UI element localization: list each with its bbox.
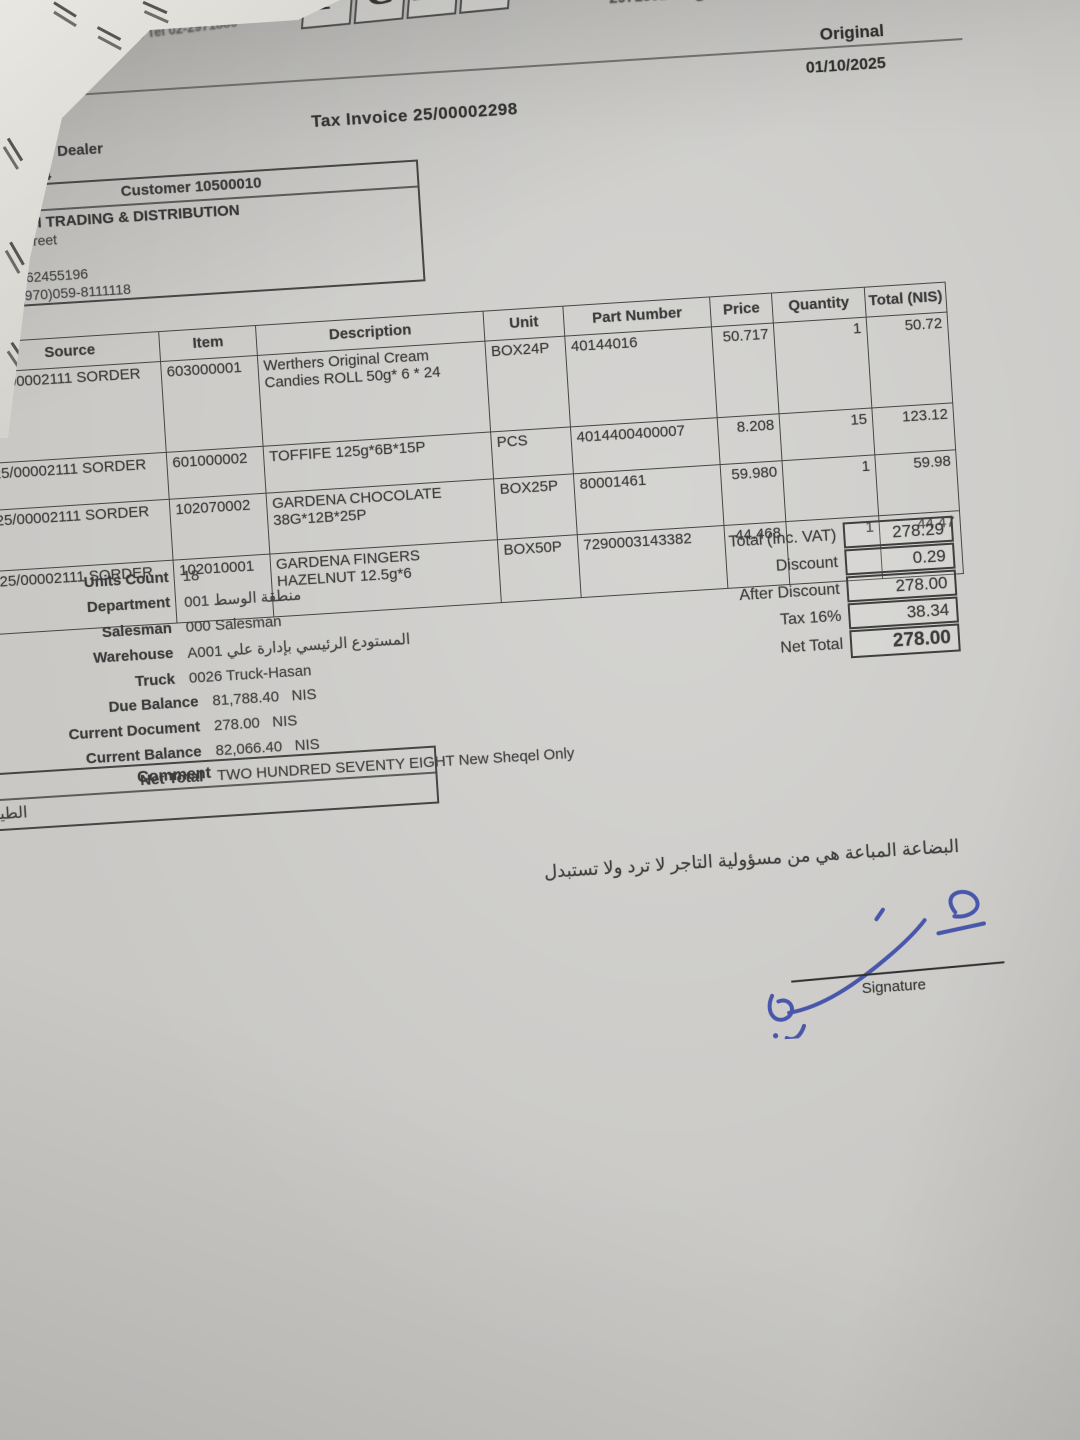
cell-total: 59.98 (874, 449, 960, 516)
page-edge-tick-marks (9, 241, 25, 266)
total-label: Tax 16% (779, 607, 842, 629)
cell-quantity: 15 (779, 407, 875, 461)
logo-letter-box: C (353, 0, 409, 25)
cell-item: 102070002 (169, 492, 270, 560)
summary-value: منطقة الوسط 001 (183, 586, 302, 612)
totals-block: Total (Inc. VAT) 278.29 Discount 0.29 Af… (473, 515, 961, 683)
summary-label: Department (86, 593, 171, 617)
cell-price: 59.980 (720, 460, 786, 526)
cell-price: 8.208 (717, 413, 782, 465)
copy-type-label: Original (819, 20, 885, 44)
handwritten-signature (767, 889, 986, 1041)
page-edge-tick-marks (142, 0, 168, 15)
logo-letter-box: M (406, 0, 462, 20)
balance-value: 278.00 NIS (213, 712, 298, 735)
summary-label: Warehouse (92, 644, 174, 667)
cell-description: Werthers Original Cream Candies ROLL 50g… (257, 340, 491, 447)
logo-letter: M (414, 0, 453, 11)
page-edge-tick-marks (6, 137, 24, 162)
company-arabic-block: شركة تسويق الحلويات المساهمة الخصوصية را… (605, 0, 980, 14)
net-total-value: 278.00 (849, 623, 961, 659)
pcms-logo: P C M S (300, 0, 517, 30)
page-edge-tick-marks (96, 26, 122, 41)
cell-unit: BOX25P (493, 473, 578, 540)
summary-label: Salesman (101, 619, 173, 642)
summary-value: 0026 Truck-Hasan (188, 662, 312, 687)
total-label: Net Total (779, 635, 844, 657)
col-header-price: Price (709, 293, 774, 327)
company-arabic-line: فاكس:02-2971891 (608, 0, 979, 14)
summary-value: 000 Salesman (185, 612, 283, 636)
logo-letter-box: S (459, 0, 515, 14)
cell-part-number: 40144016 (564, 326, 718, 427)
logo-letter: S (474, 0, 499, 5)
invoice-summary-block: Units Count 18 Department منطقة الوسط 00… (0, 554, 575, 789)
cell-quantity: 1 (773, 316, 872, 414)
invoice-date: 01/10/2025 (805, 54, 887, 77)
customer-box: Customer 10500010 AL SHANI TRADING & DIS… (0, 159, 426, 310)
total-label: Total (Inc. VAT) (728, 526, 837, 551)
cell-unit: PCS (490, 426, 574, 479)
invoice-content: The Palestinian Co. for Marketing Sweets… (0, 0, 1005, 1041)
invoice-title: Tax Invoice 25/00002298 (310, 99, 519, 132)
cell-quantity: 1 (781, 454, 879, 522)
total-label: Discount (775, 553, 839, 575)
cell-item: 601000002 (166, 446, 266, 500)
terms-note-arabic: البضاعة المباعة هي من مسؤولية التاجر لا … (543, 835, 960, 882)
balance-value: 81,788.40 NIS (211, 685, 318, 710)
cell-unit: BOX24P (484, 335, 571, 432)
cell-part-number: 80001461 (573, 464, 724, 535)
cell-total: 50.72 (866, 311, 953, 408)
total-label: After Discount (738, 580, 841, 605)
cell-source: 25/00002111 SORDER (0, 361, 167, 464)
cell-total: 123.12 (871, 402, 956, 455)
cell-item: 603000001 (160, 355, 264, 453)
summary-value: 18 (182, 567, 200, 586)
cell-price: 50.717 (711, 322, 780, 418)
summary-label: Truck (134, 670, 176, 691)
logo-letter: C (366, 0, 396, 16)
cell-source: 25/00002111 SORDER (0, 499, 174, 572)
